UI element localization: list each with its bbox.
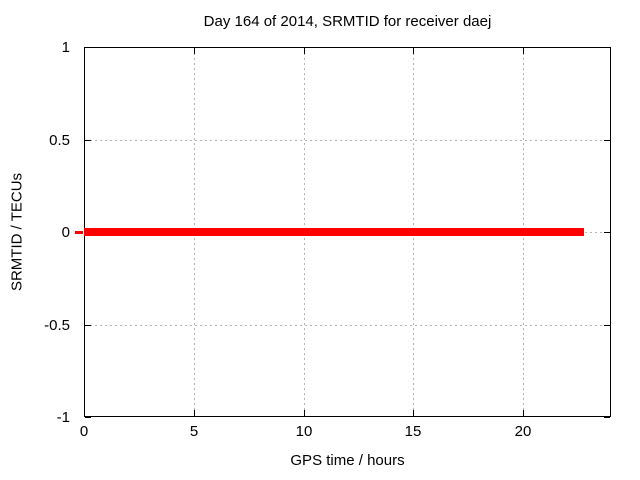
y-tick-left-0.5 xyxy=(85,140,91,141)
chart-title: Day 164 of 2014, SRMTID for receiver dae… xyxy=(203,13,492,30)
y-tick-right-0 xyxy=(604,232,610,233)
x-tick-bottom-15 xyxy=(413,410,414,416)
y-gridline--0.5 xyxy=(85,325,610,326)
y-tick-right-0.5 xyxy=(604,140,610,141)
x-tick-label-15: 15 xyxy=(404,423,422,440)
x-tick-top-20 xyxy=(523,48,524,54)
series-line-srmtid xyxy=(84,228,584,236)
y-tick-label-0: 0 xyxy=(61,224,70,241)
y-tick-label-1: 1 xyxy=(61,39,70,56)
x-tick-label-0: 0 xyxy=(79,423,89,440)
x-tick-bottom-20 xyxy=(523,410,524,416)
y-tick-left--0.5 xyxy=(85,325,91,326)
y-tick-label--1: -1 xyxy=(56,409,70,426)
y-tick-left--1 xyxy=(85,417,91,418)
x-tick-top-5 xyxy=(194,48,195,54)
x-axis-label: GPS time / hours xyxy=(290,452,405,469)
y-tick-right--1 xyxy=(604,417,610,418)
x-tick-top-10 xyxy=(304,48,305,54)
x-tick-bottom-10 xyxy=(304,410,305,416)
series-left-tick-cap-srmtid xyxy=(75,231,83,234)
y-tick-label-0.5: 0.5 xyxy=(49,132,70,149)
x-tick-label-20: 20 xyxy=(514,423,532,440)
x-tick-label-5: 5 xyxy=(189,423,199,440)
y-tick-right-1 xyxy=(604,47,610,48)
x-tick-bottom-5 xyxy=(194,410,195,416)
x-tick-top-0 xyxy=(84,48,85,54)
x-tick-top-15 xyxy=(413,48,414,54)
y-tick-label--0.5: -0.5 xyxy=(44,317,70,334)
y-tick-right--0.5 xyxy=(604,325,610,326)
y-tick-left-1 xyxy=(85,47,91,48)
y-gridline-0.5 xyxy=(85,140,610,141)
x-tick-bottom-0 xyxy=(84,410,85,416)
x-tick-label-10: 10 xyxy=(295,423,313,440)
